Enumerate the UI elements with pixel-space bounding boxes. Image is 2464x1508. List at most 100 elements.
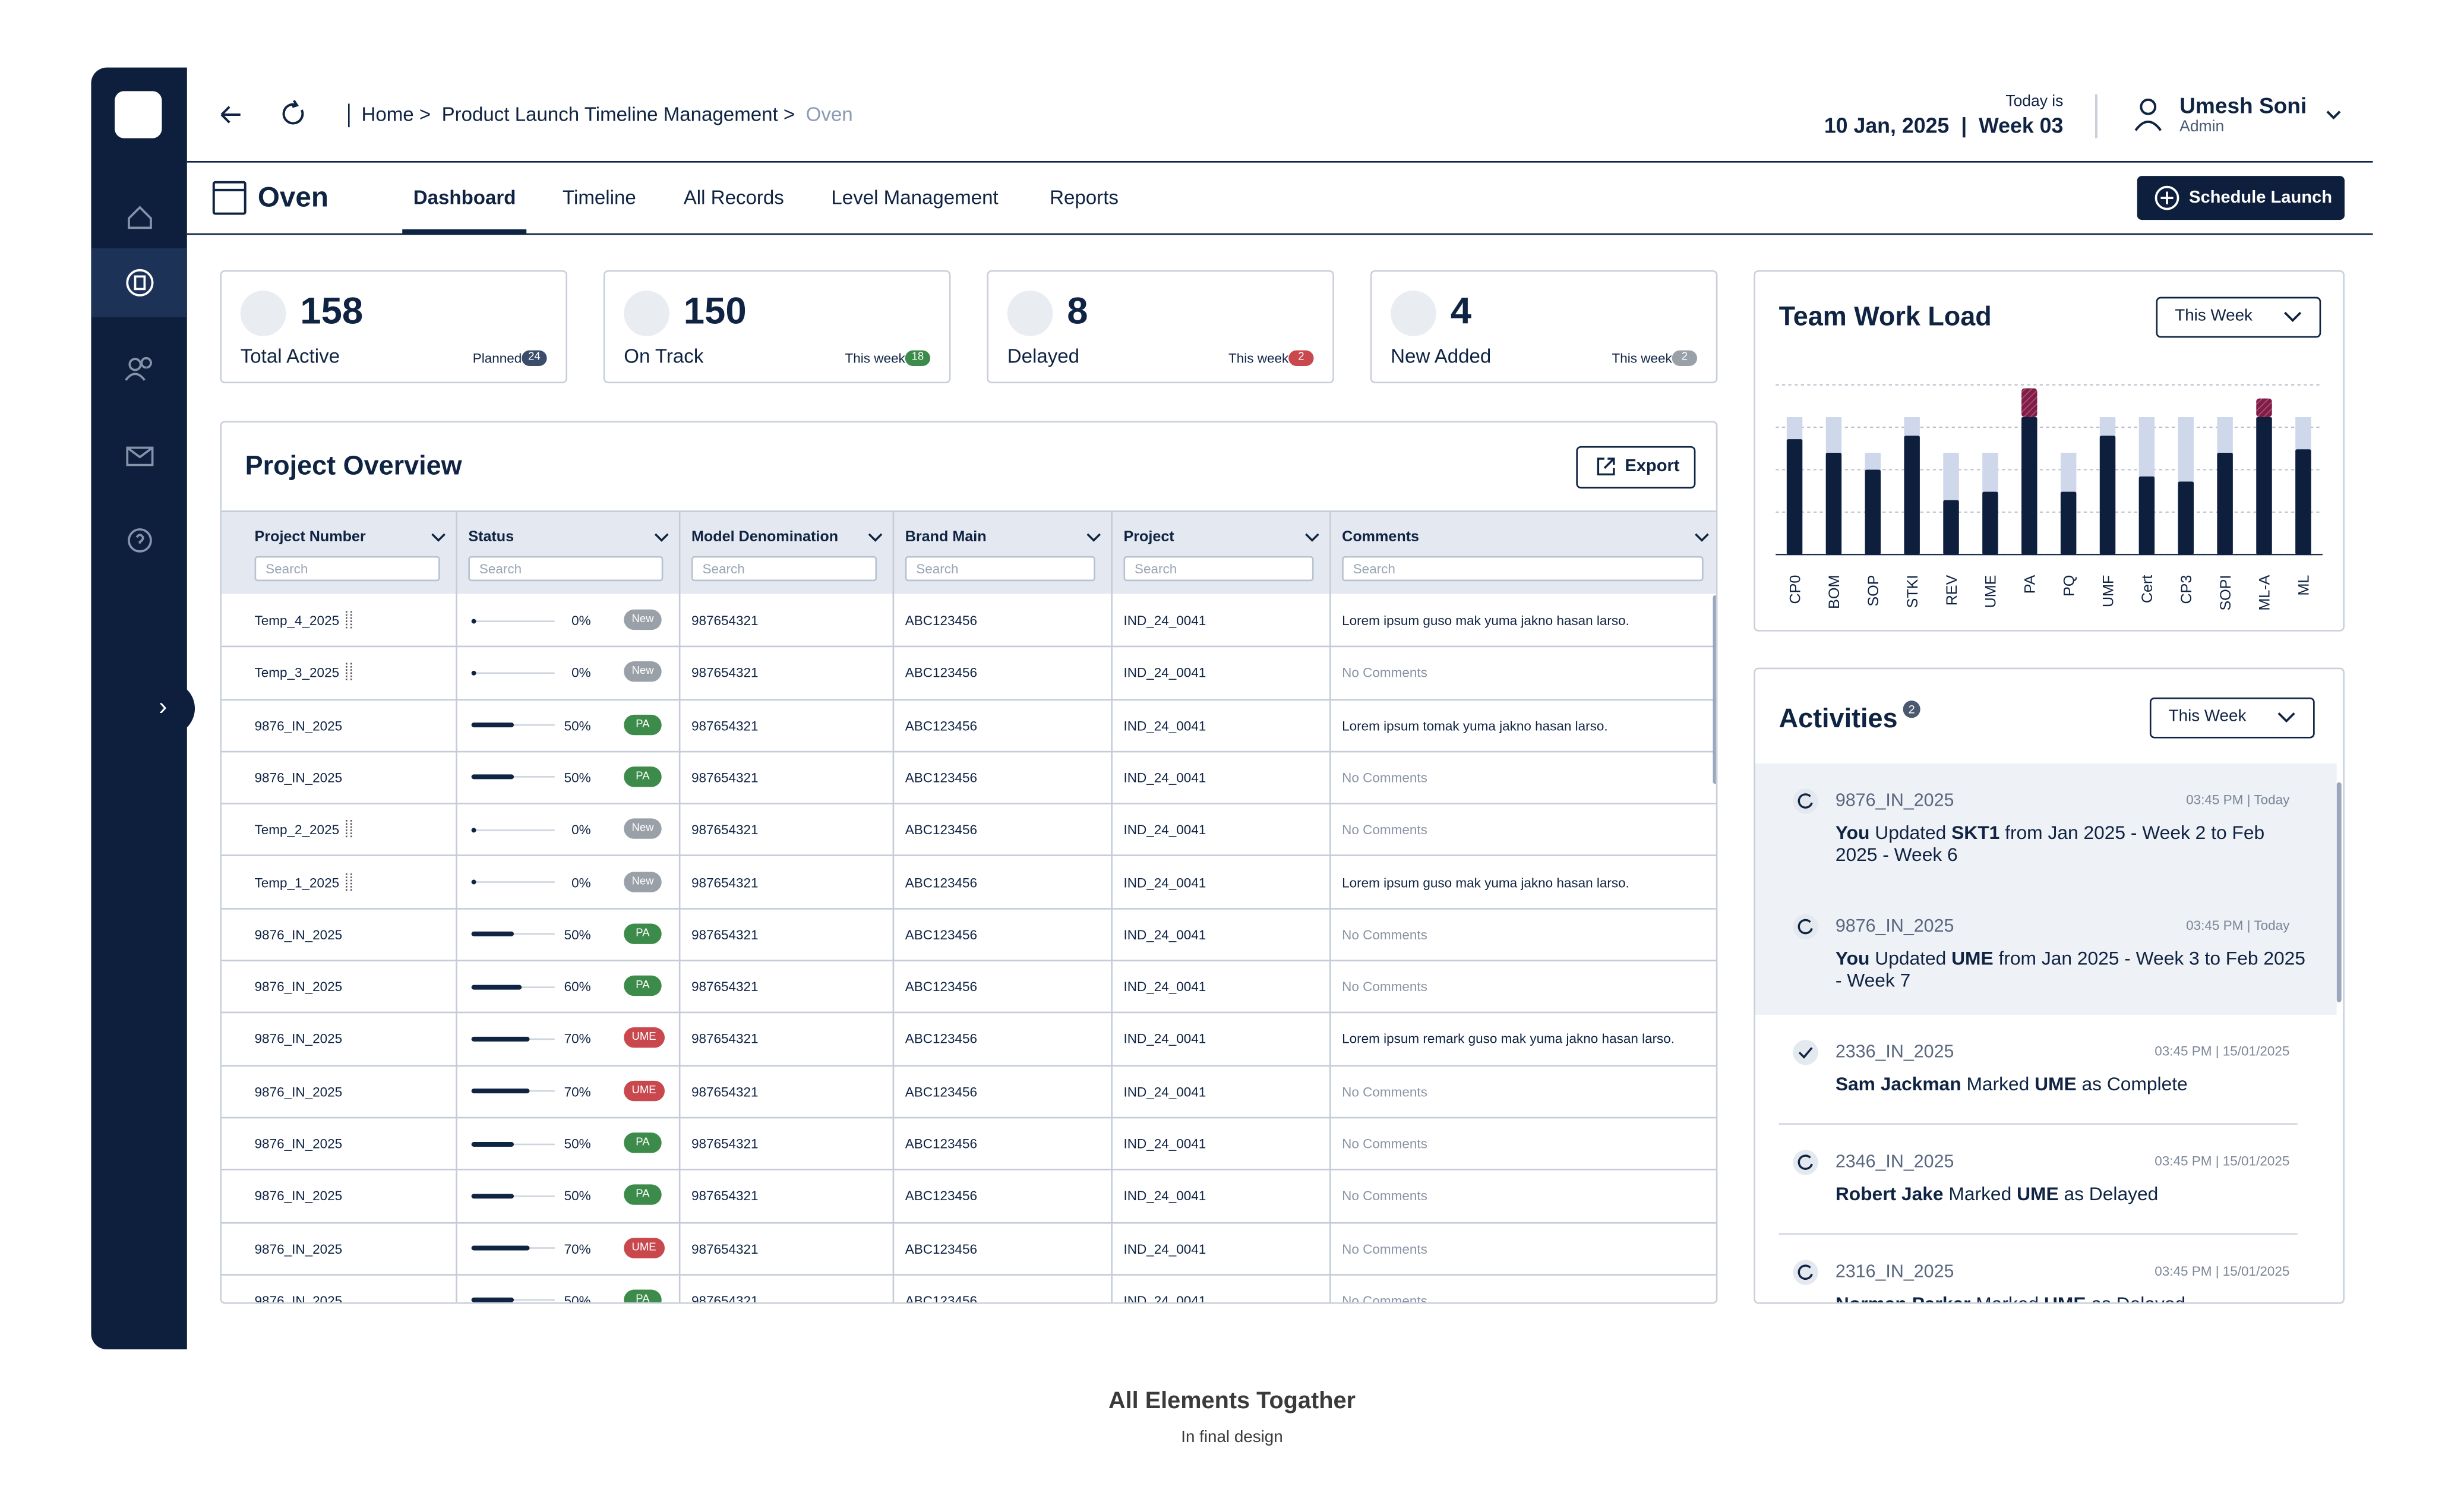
table-row[interactable]: Temp_2_2025 0% New 987654321 ABC123456 IND_24…: [222, 805, 1716, 857]
plus-icon: [2155, 185, 2179, 210]
table-row[interactable]: 9876_IN_2025 50% PA 987654321 ABC123456 IND_2…: [222, 1171, 1716, 1223]
progress-label: 0%: [571, 822, 591, 838]
export-button[interactable]: Export: [1576, 446, 1696, 489]
back-icon[interactable]: [220, 106, 241, 124]
project-number: 9876_IN_2025: [254, 717, 343, 733]
logo[interactable]: [115, 91, 162, 138]
active-nav: [91, 248, 187, 318]
activity-item[interactable]: 2336_IN_2025 03:45 PM | 15/01/2025 Sam Jac…: [1755, 1015, 2337, 1125]
expand-button[interactable]: ›: [138, 682, 195, 736]
table-row[interactable]: 9876_IN_2025 50% PA 987654321 ABC123456 IND_2…: [222, 752, 1716, 805]
progress-bar: [471, 775, 513, 780]
user-menu-chevron[interactable]: [2326, 111, 2341, 120]
table-header: Project Number Search Status Search Model De…: [222, 510, 1716, 594]
separator: [1778, 1233, 2298, 1235]
table-row[interactable]: 9876_IN_2025 50% PA 987654321 ABC123456 IND_2…: [222, 1118, 1716, 1171]
schedule-launch-button[interactable]: Schedule Launch: [2137, 176, 2345, 220]
column-header[interactable]: Project Number: [254, 528, 366, 546]
status-badge: PA: [624, 923, 662, 944]
column-chevron[interactable]: [867, 532, 883, 545]
column-header[interactable]: Model Denomination: [691, 528, 839, 546]
brand: ABC123456: [905, 926, 978, 942]
activity-icon: [1793, 1260, 1818, 1285]
stat-icon: [624, 291, 669, 336]
emphasis: UME: [2017, 1182, 2059, 1205]
column-header[interactable]: Project: [1123, 528, 1174, 546]
scrollbar[interactable]: [2336, 782, 2342, 1002]
progress-bar: [471, 879, 476, 885]
brand: ABC123456: [905, 979, 978, 995]
column-divider: [456, 510, 457, 1302]
table-row[interactable]: 9876_IN_2025 70% UME 987654321 ABC123456 IND_…: [222, 1066, 1716, 1119]
filter-dropdown[interactable]: This Week: [2149, 697, 2315, 739]
breadcrumb-item[interactable]: Product Launch Timeline Management >: [441, 103, 795, 126]
today-date: 10 Jan, 2025 | Week 03: [1824, 114, 2064, 138]
comment: No Comments: [1342, 822, 1427, 838]
activity-glyph: [1798, 1264, 1813, 1280]
column-search[interactable]: Search: [468, 556, 664, 582]
table-row[interactable]: 9876_IN_2025 70% UME 987654321 ABC123456 IND_…: [222, 1223, 1716, 1276]
column-chevron[interactable]: [1304, 532, 1320, 545]
column-search[interactable]: Search: [905, 556, 1095, 582]
comment: Lorem ipsum guso mak yuma jakno hasan la…: [1342, 613, 1629, 629]
table-row[interactable]: 9876_IN_2025 50% PA 987654321 ABC123456 IND_2…: [222, 1275, 1716, 1304]
column-header[interactable]: Status: [468, 528, 514, 546]
tab[interactable]: Level Management: [831, 187, 999, 209]
table-row[interactable]: 9876_IN_2025 70% UME 987654321 ABC123456 IND_…: [222, 1014, 1716, 1067]
table-row[interactable]: 9876_IN_2025 50% PA 987654321 ABC123456 IND_2…: [222, 909, 1716, 962]
home-icon[interactable]: [128, 206, 152, 229]
stat-label: Total Active: [240, 345, 340, 368]
help-icon[interactable]: [128, 528, 152, 553]
column-search[interactable]: Search: [1342, 556, 1704, 582]
activity-text: Sam Jackman Marked UME as Complete: [1836, 1073, 2307, 1095]
table-row[interactable]: Temp_3_2025 0% New 987654321 ABC123456 IND_24…: [222, 648, 1716, 701]
footer-title: All Elements Togather: [1108, 1387, 1356, 1415]
activity-item[interactable]: 9876_IN_2025 03:45 PM | Today You Updated …: [1755, 889, 2337, 1015]
progress-bar: [471, 1193, 513, 1198]
column-search[interactable]: Search: [691, 556, 877, 582]
refresh-icon[interactable]: [282, 100, 304, 125]
table-row[interactable]: Temp_1_2025 0% New 987654321 ABC123456 IND_24…: [222, 857, 1716, 910]
column-chevron[interactable]: [1694, 532, 1710, 545]
user-icon[interactable]: [2140, 98, 2157, 115]
progress-bar: [471, 1089, 530, 1094]
status-badge: PA: [624, 766, 662, 787]
column-chevron[interactable]: [1086, 532, 1101, 545]
scrollbar[interactable]: [1713, 595, 1716, 784]
column-chevron[interactable]: [653, 532, 669, 545]
column-chevron[interactable]: [431, 532, 446, 545]
tab[interactable]: All Records: [683, 187, 784, 209]
tab[interactable]: Timeline: [563, 187, 636, 209]
text: Marked: [1943, 1182, 2017, 1205]
activity-item[interactable]: 2346_IN_2025 03:45 PM | 15/01/2025 Robert …: [1755, 1125, 2337, 1235]
progress-label: 70%: [564, 1083, 591, 1099]
activity-item[interactable]: 9876_IN_2025 03:45 PM | Today You Updated …: [1755, 763, 2337, 889]
project: IND_24_0041: [1123, 926, 1206, 942]
brand: ABC123456: [905, 1135, 978, 1151]
launch-icon[interactable]: [126, 269, 154, 296]
comment: No Comments: [1342, 1135, 1427, 1151]
project-number: Temp_1_2025: [254, 874, 340, 890]
activity-id: 2336_IN_2025: [1835, 1043, 1954, 1062]
column-search[interactable]: Search: [254, 556, 440, 582]
project-number: 9876_IN_2025: [254, 1083, 343, 1099]
count-badge: 2: [1903, 701, 1920, 718]
column-search[interactable]: Search: [1123, 556, 1314, 582]
column-header[interactable]: Brand Main: [905, 528, 987, 546]
filter-label: This Week: [2168, 706, 2247, 726]
tab[interactable]: Reports: [1050, 187, 1119, 209]
model: 987654321: [691, 1031, 759, 1047]
mail-icon[interactable]: [126, 446, 154, 466]
tab[interactable]: Dashboard: [413, 187, 516, 209]
date: 10 Jan, 2025: [1824, 113, 1950, 138]
table-row[interactable]: 9876_IN_2025 60% PA 987654321 ABC123456 IND_2…: [222, 961, 1716, 1014]
table-row[interactable]: 9876_IN_2025 50% PA 987654321 ABC123456 IND_2…: [222, 700, 1716, 753]
table-row[interactable]: Temp_4_2025 0% New 987654321 ABC123456 IND_24…: [222, 595, 1716, 648]
brand: ABC123456: [905, 1031, 978, 1047]
column-header[interactable]: Comments: [1342, 528, 1420, 546]
filter-dropdown[interactable]: This Week: [2156, 296, 2321, 338]
activities: Activities 2 This Week 9876_IN_2025 03:45…: [1754, 667, 2345, 1304]
comment: No Comments: [1342, 1292, 1427, 1304]
activity-item[interactable]: 2316_IN_2025 03:45 PM | 15/01/2025 Norman …: [1755, 1235, 2337, 1302]
breadcrumb-item[interactable]: Home >: [361, 103, 431, 126]
